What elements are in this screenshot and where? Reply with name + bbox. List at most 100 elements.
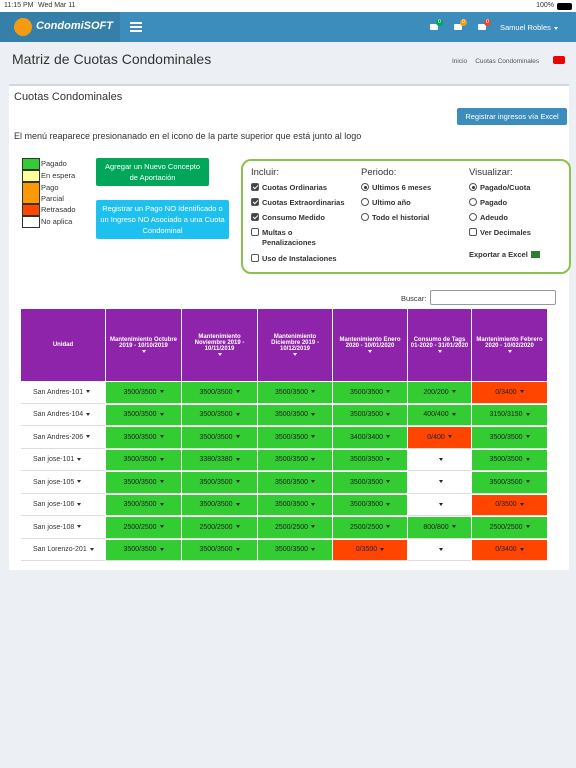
fee-value[interactable]: 3500/3500 bbox=[275, 546, 315, 553]
fee-value[interactable]: 3500/3500 bbox=[123, 434, 163, 441]
column-header[interactable]: Consumo de Tags 01-2020 - 31/01/2020 bbox=[408, 309, 471, 381]
fee-value[interactable]: 3380/3380 bbox=[199, 456, 239, 463]
nav-icon[interactable]: 0 bbox=[430, 19, 443, 30]
fee-value[interactable] bbox=[436, 546, 443, 553]
fee-value[interactable]: 2500/2500 bbox=[350, 524, 390, 531]
nav-icon[interactable]: 0 bbox=[454, 19, 467, 30]
column-header[interactable]: Mantenimiento Enero 2020 - 10/01/2020 bbox=[333, 309, 407, 381]
fee-value[interactable]: 0/3500 bbox=[356, 546, 384, 553]
fee-cell: 3500/3500 bbox=[106, 404, 181, 426]
fee-value[interactable]: 3500/3500 bbox=[489, 434, 529, 441]
fee-value[interactable]: 3500/3500 bbox=[275, 411, 315, 418]
fee-value[interactable]: 2500/2500 bbox=[199, 524, 239, 531]
fee-cell bbox=[408, 472, 471, 494]
column-header[interactable]: Mantenimiento Noviembre 2019 - 10/11/201… bbox=[182, 309, 257, 381]
column-header[interactable]: Mantenimiento Octubre 2019 - 10/10/2019 bbox=[106, 309, 181, 381]
fee-value[interactable]: 2500/2500 bbox=[123, 524, 163, 531]
filter-option[interactable]: Pagado bbox=[469, 198, 564, 208]
filter-option[interactable]: Cuotas Ordinarias bbox=[251, 183, 346, 193]
fee-value[interactable]: 3500/3500 bbox=[199, 479, 239, 486]
breadcrumb-link[interactable]: Inicio bbox=[452, 58, 468, 65]
search-input[interactable] bbox=[430, 290, 556, 305]
unit-label[interactable]: San jose-106 bbox=[33, 501, 81, 508]
fee-value[interactable]: 3150/3150 bbox=[489, 411, 529, 418]
fee-cell: 3500/3500 bbox=[258, 404, 332, 426]
unit-label[interactable]: San Andres-101 bbox=[33, 389, 90, 396]
filter-option[interactable]: Cuotas Extraordinarias bbox=[251, 198, 346, 208]
fee-value[interactable]: 2500/2500 bbox=[489, 524, 529, 531]
filter-option[interactable]: Multas o Penalizaciones bbox=[251, 228, 346, 248]
user-menu[interactable]: Samuel Robles bbox=[500, 23, 558, 32]
fee-value[interactable]: 3500/3500 bbox=[199, 389, 239, 396]
fee-value[interactable]: 3500/3500 bbox=[199, 411, 239, 418]
nav-icon[interactable]: 0 bbox=[478, 19, 491, 30]
excel-button[interactable]: Registrar ingresos vía Excel bbox=[457, 108, 567, 125]
fee-value[interactable]: 3500/3500 bbox=[350, 411, 390, 418]
action-button[interactable]: Registrar un Pago NO Identificado o un I… bbox=[96, 200, 229, 239]
fee-value[interactable]: 3500/3500 bbox=[350, 479, 390, 486]
fee-value[interactable]: 3500/3500 bbox=[275, 389, 315, 396]
unit-label[interactable]: San jose-105 bbox=[33, 479, 81, 486]
fee-value[interactable]: 0/3500 bbox=[495, 501, 523, 508]
fee-value[interactable]: 3500/3500 bbox=[350, 501, 390, 508]
fee-value[interactable]: 0/3400 bbox=[495, 389, 523, 396]
column-header[interactable]: Mantenimiento Febrero 2020 - 10/02/2020 bbox=[472, 309, 547, 381]
filter-option[interactable]: Ultimos 6 meses bbox=[361, 183, 456, 193]
fee-value[interactable]: 0/400 bbox=[427, 434, 452, 441]
fee-value[interactable]: 3500/3500 bbox=[123, 411, 163, 418]
filter-option[interactable]: Todo el historial bbox=[361, 213, 456, 223]
table-row: San Andres-101 3500/3500 3500/3500 3500/350… bbox=[21, 382, 547, 404]
fee-value[interactable]: 3500/3500 bbox=[489, 479, 529, 486]
column-header[interactable]: Mantenimiento Diciembre 2019 - 10/12/201… bbox=[258, 309, 332, 381]
fee-value[interactable]: 3500/3500 bbox=[123, 546, 163, 553]
fee-cell: 2500/2500 bbox=[182, 517, 257, 539]
fee-value[interactable]: 3500/3500 bbox=[199, 434, 239, 441]
sort-caret bbox=[217, 353, 222, 356]
fee-value[interactable] bbox=[436, 501, 443, 508]
unit-label[interactable]: San Andres-104 bbox=[33, 411, 90, 418]
option-label: Ver Decimales bbox=[480, 228, 531, 237]
fee-value[interactable]: 3500/3500 bbox=[123, 389, 163, 396]
fee-value[interactable]: 3500/3500 bbox=[489, 456, 529, 463]
filter-option[interactable]: Ultimo año bbox=[361, 198, 456, 208]
action-button[interactable]: Agregar un Nuevo Concepto de Aportación bbox=[96, 158, 209, 186]
fee-value[interactable]: 3500/3500 bbox=[123, 479, 163, 486]
fee-value[interactable]: 3400/3400 bbox=[350, 434, 390, 441]
fee-value[interactable]: 3500/3500 bbox=[275, 456, 315, 463]
fee-value[interactable]: 800/800 bbox=[423, 524, 455, 531]
excel-icon bbox=[530, 251, 540, 258]
fee-value[interactable]: 0/3400 bbox=[495, 546, 523, 553]
unit-label[interactable]: San jose-101 bbox=[33, 456, 81, 463]
unit-label[interactable]: San jose-108 bbox=[33, 524, 81, 531]
fee-value[interactable]: 3500/3500 bbox=[199, 501, 239, 508]
filter-option[interactable]: Uso de Instalaciones bbox=[251, 254, 346, 264]
fee-value[interactable]: 3500/3500 bbox=[350, 456, 390, 463]
menu-toggle[interactable] bbox=[130, 22, 142, 34]
filter-option[interactable]: Ver Decimales bbox=[469, 228, 564, 238]
unit-cell: San jose-101 bbox=[21, 449, 105, 471]
fee-value[interactable] bbox=[436, 456, 443, 463]
fee-value[interactable]: 3500/3500 bbox=[350, 389, 390, 396]
youtube-icon[interactable] bbox=[553, 56, 565, 64]
unit-label[interactable]: San Andres-206 bbox=[33, 434, 90, 441]
unit-label[interactable]: San Lorenzo-201 bbox=[33, 546, 94, 553]
fee-value[interactable]: 200/200 bbox=[423, 389, 455, 396]
fee-value[interactable]: 3500/3500 bbox=[275, 434, 315, 441]
fee-value[interactable]: 3500/3500 bbox=[123, 456, 163, 463]
unit-cell: San jose-106 bbox=[21, 494, 105, 516]
filter-option[interactable]: Consumo Medido bbox=[251, 213, 346, 223]
fee-value[interactable]: 2500/2500 bbox=[275, 524, 315, 531]
fee-value[interactable]: 3500/3500 bbox=[123, 501, 163, 508]
column-header[interactable]: Unidad bbox=[21, 309, 105, 381]
header-row: Unidad Mantenimiento Octubre 2019 - 10/10… bbox=[21, 309, 547, 381]
fee-value[interactable]: 3500/3500 bbox=[199, 546, 239, 553]
fee-value[interactable] bbox=[436, 479, 443, 486]
fee-value[interactable]: 3500/3500 bbox=[275, 501, 315, 508]
brand[interactable]: CondomiSOFT bbox=[0, 12, 120, 42]
fee-value[interactable]: 400/400 bbox=[423, 411, 455, 418]
filter-option[interactable]: Pagado/Cuota bbox=[469, 183, 564, 193]
filter-option[interactable]: Adeudo bbox=[469, 213, 564, 223]
fee-value[interactable]: 3500/3500 bbox=[275, 479, 315, 486]
export-link[interactable]: Exportar a Excel bbox=[469, 250, 564, 259]
option-label: Multas o Penalizaciones bbox=[262, 228, 316, 247]
